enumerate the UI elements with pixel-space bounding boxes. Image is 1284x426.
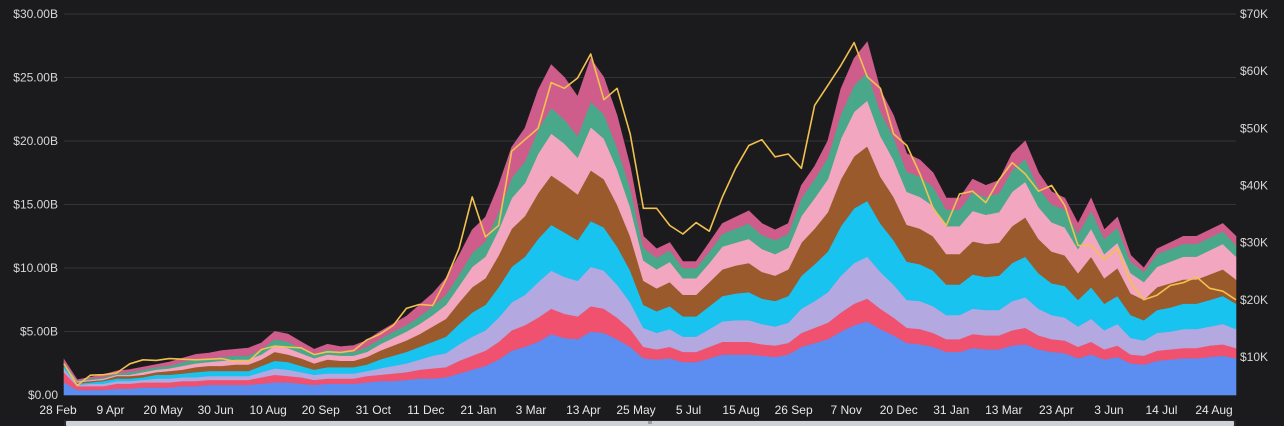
y-right-tick-label: $20K — [1240, 293, 1268, 307]
x-tick-label: 3 Mar — [516, 403, 547, 417]
x-tick-label: 28 Feb — [39, 403, 77, 417]
y-left-tick-label: $20.00B — [13, 134, 58, 148]
y-right-tick-label: $30K — [1240, 236, 1268, 250]
x-tick-label: 23 Apr — [1039, 403, 1074, 417]
x-tick-label: 20 May — [143, 403, 182, 417]
y-left-tick-label: $30.00B — [13, 7, 58, 21]
x-tick-label: 20 Sep — [302, 403, 340, 417]
price-line — [63, 41, 1237, 387]
y-right-tick-label: $40K — [1240, 178, 1268, 192]
x-tick-label: 31 Jan — [933, 403, 969, 417]
x-tick-label: 25 May — [616, 403, 655, 417]
y-left-tick-label: $25.00B — [13, 71, 58, 85]
y-right-tick-label: $70K — [1240, 7, 1268, 21]
x-tick-label: 9 Apr — [97, 403, 125, 417]
stacked-areas — [63, 41, 1237, 396]
y-left-tick-label: $10.00B — [13, 261, 58, 275]
x-tick-label: 21 Jan — [460, 403, 496, 417]
x-tick-label: 30 Jun — [198, 403, 234, 417]
y-right-tick-label: $60K — [1240, 64, 1268, 78]
x-tick-label: 7 Nov — [831, 403, 862, 417]
area-series-8 — [63, 41, 1237, 381]
y-axis-left: $0.00 $5.00B $10.00B $15.00B $20.00B $25.00B $… — [13, 7, 58, 402]
scrollbar-grip[interactable] — [648, 421, 652, 424]
x-tick-label: 10 Aug — [249, 403, 286, 417]
y-axis-right: $10K $20K $30K $40K $50K $60K $70K — [1240, 7, 1268, 364]
y-left-tick-label: $15.00B — [13, 198, 58, 212]
x-tick-label: 13 Apr — [566, 403, 601, 417]
y-left-tick-label: $0.00 — [28, 388, 58, 402]
x-tick-label: 5 Jul — [676, 403, 701, 417]
x-tick-label: 13 Mar — [985, 403, 1022, 417]
x-tick-label: 15 Aug — [722, 403, 759, 417]
price-line-layer — [63, 41, 1237, 387]
x-tick-label: 26 Sep — [775, 403, 813, 417]
x-tick-label: 14 Jul — [1145, 403, 1177, 417]
x-tick-label: 20 Dec — [880, 403, 918, 417]
x-tick-label: 11 Dec — [407, 403, 444, 417]
x-tick-label: 31 Oct — [356, 403, 392, 417]
y-right-tick-label: $50K — [1240, 121, 1268, 135]
x-tick-label: 24 Aug — [1195, 403, 1232, 417]
y-left-tick-label: $5.00B — [20, 325, 58, 339]
x-axis: 28 Feb 9 Apr 20 May 30 Jun 10 Aug 20 Sep 31 Oc… — [39, 403, 1232, 417]
range-scrollbar[interactable] — [64, 420, 1236, 426]
y-right-tick-label: $10K — [1240, 350, 1268, 364]
x-tick-label: 3 Jun — [1094, 403, 1123, 417]
